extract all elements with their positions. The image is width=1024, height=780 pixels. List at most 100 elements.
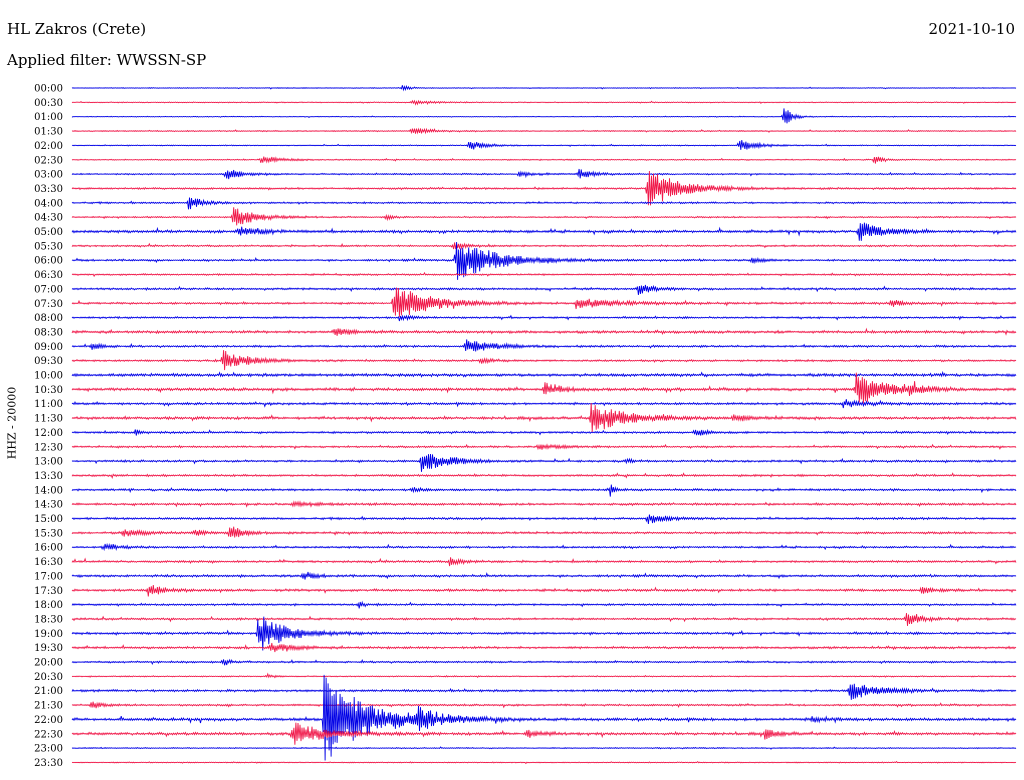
time-tick-label: 18:30 bbox=[34, 614, 63, 625]
time-tick-label: 01:00 bbox=[34, 112, 63, 123]
time-tick-label: 13:30 bbox=[34, 471, 63, 482]
time-tick-label: 06:00 bbox=[34, 256, 63, 267]
time-tick-label: 04:00 bbox=[34, 198, 63, 209]
trace-line bbox=[71, 139, 1017, 150]
time-tick-label: 22:00 bbox=[34, 715, 63, 726]
trace-line bbox=[71, 222, 1017, 241]
trace-line bbox=[71, 327, 1017, 336]
trace-line bbox=[71, 197, 1017, 210]
trace-line bbox=[71, 514, 1017, 525]
time-tick-label: 21:00 bbox=[34, 686, 63, 697]
date-label: 2021-10-10 bbox=[928, 20, 1015, 38]
time-tick-label: 17:30 bbox=[34, 586, 63, 597]
trace-line bbox=[71, 284, 1017, 295]
trace-line bbox=[71, 584, 1017, 597]
trace-line bbox=[71, 99, 1017, 106]
time-tick-label: 10:00 bbox=[34, 371, 63, 382]
time-tick-label: 09:00 bbox=[34, 342, 63, 353]
trace-line bbox=[71, 271, 1017, 278]
time-tick-label: 05:00 bbox=[34, 227, 63, 238]
trace-line bbox=[71, 170, 1017, 206]
time-tick-label: 09:30 bbox=[34, 356, 63, 367]
trace-line bbox=[71, 613, 1017, 626]
trace-line bbox=[71, 472, 1017, 480]
trace-line bbox=[71, 542, 1017, 552]
trace-line bbox=[71, 701, 1017, 709]
trace-line bbox=[71, 600, 1017, 609]
trace-line bbox=[71, 372, 1017, 404]
time-tick-label: 20:00 bbox=[34, 658, 63, 669]
time-tick-label: 00:00 bbox=[34, 84, 63, 95]
filter-label: Applied filter: WWSSN-SP bbox=[7, 51, 207, 69]
time-tick-label: 00:30 bbox=[34, 98, 63, 109]
time-tick-label: 07:30 bbox=[34, 299, 63, 310]
time-tick-label: 21:30 bbox=[34, 701, 63, 712]
trace-line bbox=[71, 746, 1017, 750]
trace-line bbox=[71, 84, 1017, 92]
station-title: HL Zakros (Crete) bbox=[7, 20, 147, 38]
time-tick-label: 16:30 bbox=[34, 557, 63, 568]
trace-line bbox=[71, 127, 1017, 135]
trace-line bbox=[71, 242, 1017, 250]
trace-line bbox=[71, 616, 1017, 651]
trace-line bbox=[71, 403, 1017, 433]
trace-line bbox=[71, 241, 1017, 280]
trace-line bbox=[71, 484, 1017, 497]
time-tick-label: 15:30 bbox=[34, 528, 63, 539]
time-tick-label: 17:00 bbox=[34, 571, 63, 582]
time-tick-label: 02:00 bbox=[34, 141, 63, 152]
time-tick-label: 08:00 bbox=[34, 313, 63, 324]
trace-line bbox=[71, 500, 1017, 508]
time-tick-label: 11:00 bbox=[34, 399, 63, 410]
time-tick-label: 22:30 bbox=[34, 729, 63, 740]
trace-line bbox=[71, 672, 1017, 679]
time-tick-label: 23:00 bbox=[34, 744, 63, 755]
time-tick-label: 14:30 bbox=[34, 500, 63, 511]
time-tick-label: 05:30 bbox=[34, 241, 63, 252]
time-tick-label: 15:00 bbox=[34, 514, 63, 525]
trace-line bbox=[71, 168, 1017, 180]
trace-line bbox=[71, 760, 1017, 765]
trace-line bbox=[71, 683, 1017, 700]
time-tick-label: 03:30 bbox=[34, 184, 63, 195]
trace-line bbox=[71, 557, 1017, 567]
time-tick-label: 06:30 bbox=[34, 270, 63, 281]
trace-line bbox=[71, 642, 1017, 653]
trace-line bbox=[71, 156, 1017, 164]
time-tick-label: 04:30 bbox=[34, 213, 63, 224]
trace-line bbox=[71, 722, 1017, 745]
time-tick-label: 12:30 bbox=[34, 442, 63, 453]
trace-line bbox=[71, 453, 1017, 472]
trace-line bbox=[71, 314, 1017, 322]
time-tick-label: 11:30 bbox=[34, 414, 63, 425]
time-tick-label: 13:00 bbox=[34, 457, 63, 468]
trace-line bbox=[71, 571, 1017, 580]
time-tick-label: 07:00 bbox=[34, 284, 63, 295]
time-tick-label: 02:30 bbox=[34, 155, 63, 166]
time-tick-label: 16:00 bbox=[34, 543, 63, 554]
time-tick-label: 23:30 bbox=[34, 758, 63, 769]
time-tick-label: 12:00 bbox=[34, 428, 63, 439]
trace-line bbox=[71, 207, 1017, 226]
time-tick-label: 20:30 bbox=[34, 672, 63, 683]
time-tick-label: 18:00 bbox=[34, 600, 63, 611]
time-tick-label: 01:30 bbox=[34, 127, 63, 138]
trace-line bbox=[71, 399, 1017, 409]
trace-line bbox=[71, 108, 1017, 124]
trace-line bbox=[71, 443, 1017, 451]
time-tick-label: 08:30 bbox=[34, 327, 63, 338]
trace-line bbox=[71, 674, 1017, 761]
time-tick-label: 03:00 bbox=[34, 170, 63, 181]
time-tick-label: 19:30 bbox=[34, 643, 63, 654]
trace-line bbox=[71, 428, 1017, 436]
trace-line bbox=[71, 526, 1017, 538]
trace-line bbox=[71, 658, 1017, 666]
trace-line bbox=[71, 370, 1017, 378]
time-tick-label: 14:00 bbox=[34, 485, 63, 496]
trace-line bbox=[71, 350, 1017, 371]
trace-line bbox=[71, 339, 1017, 352]
trace-line bbox=[71, 287, 1017, 317]
time-tick-label: 10:30 bbox=[34, 385, 63, 396]
time-tick-label: 19:00 bbox=[34, 629, 63, 640]
